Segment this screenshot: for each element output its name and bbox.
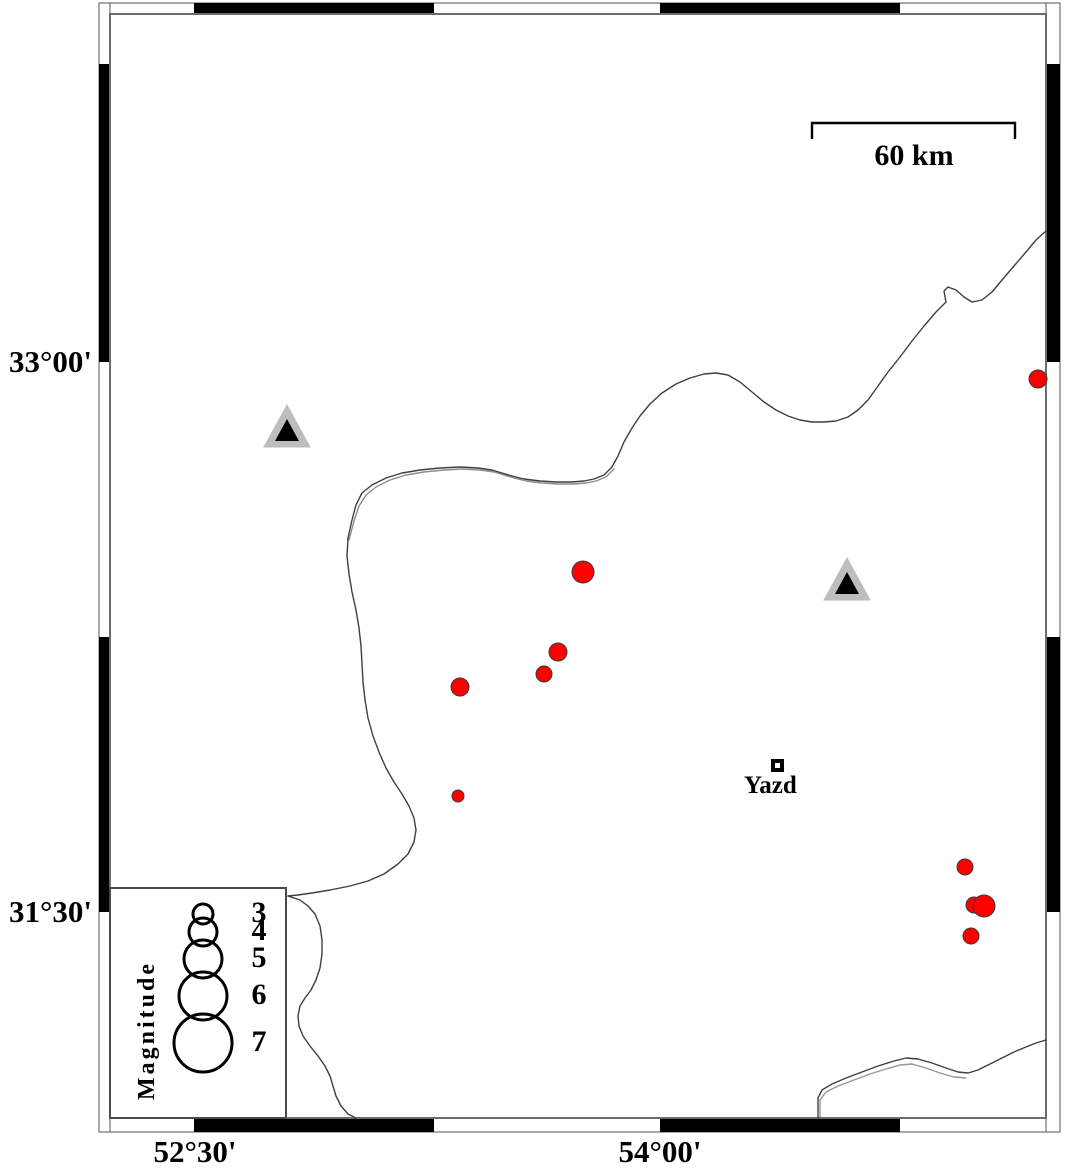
scale-bar-label: 60 km xyxy=(874,139,954,172)
station-markers xyxy=(263,403,871,601)
city-marker-yazd[interactable] xyxy=(771,759,784,772)
lon-label-52-30: 52°30' xyxy=(153,1134,237,1169)
epicenter-marker[interactable] xyxy=(548,642,568,662)
epicenter-marker[interactable] xyxy=(450,677,470,697)
epicenter-marker[interactable] xyxy=(972,894,996,918)
city-label-yazd: Yazd xyxy=(744,772,797,799)
lat-label-31-30: 31°30' xyxy=(8,894,92,929)
legend-label: 4 xyxy=(251,914,267,947)
epicenter-layer xyxy=(450,369,1048,945)
legend-title: Magnitude xyxy=(134,960,160,1100)
legend-label: 6 xyxy=(251,978,267,1011)
legend-circles xyxy=(172,902,234,1074)
epicenter-marker[interactable] xyxy=(451,789,465,803)
station-triangle-east[interactable] xyxy=(823,556,871,601)
epicenter-marker[interactable] xyxy=(956,858,974,876)
legend-circle xyxy=(187,916,219,948)
lat-label-33-00: 33°00' xyxy=(8,344,92,379)
station-triangle-west[interactable] xyxy=(263,403,311,448)
legend-circle xyxy=(177,970,229,1022)
legend-label: 5 xyxy=(251,941,267,974)
boundary-lines xyxy=(287,230,1047,1119)
legend-circle xyxy=(191,902,215,926)
epicenter-marker[interactable] xyxy=(571,560,595,584)
epicenter-marker[interactable] xyxy=(1028,369,1048,389)
legend-box xyxy=(109,887,287,1119)
scale-bar xyxy=(810,121,1017,139)
epicenter-marker[interactable] xyxy=(962,927,980,945)
lon-label-54-00: 54°00' xyxy=(618,1134,702,1169)
legend-circle xyxy=(172,1012,234,1074)
legend-circle xyxy=(182,938,224,980)
legend-label: 3 xyxy=(251,896,267,929)
epicenter-marker[interactable] xyxy=(535,665,553,683)
legend-label: 7 xyxy=(251,1025,267,1058)
